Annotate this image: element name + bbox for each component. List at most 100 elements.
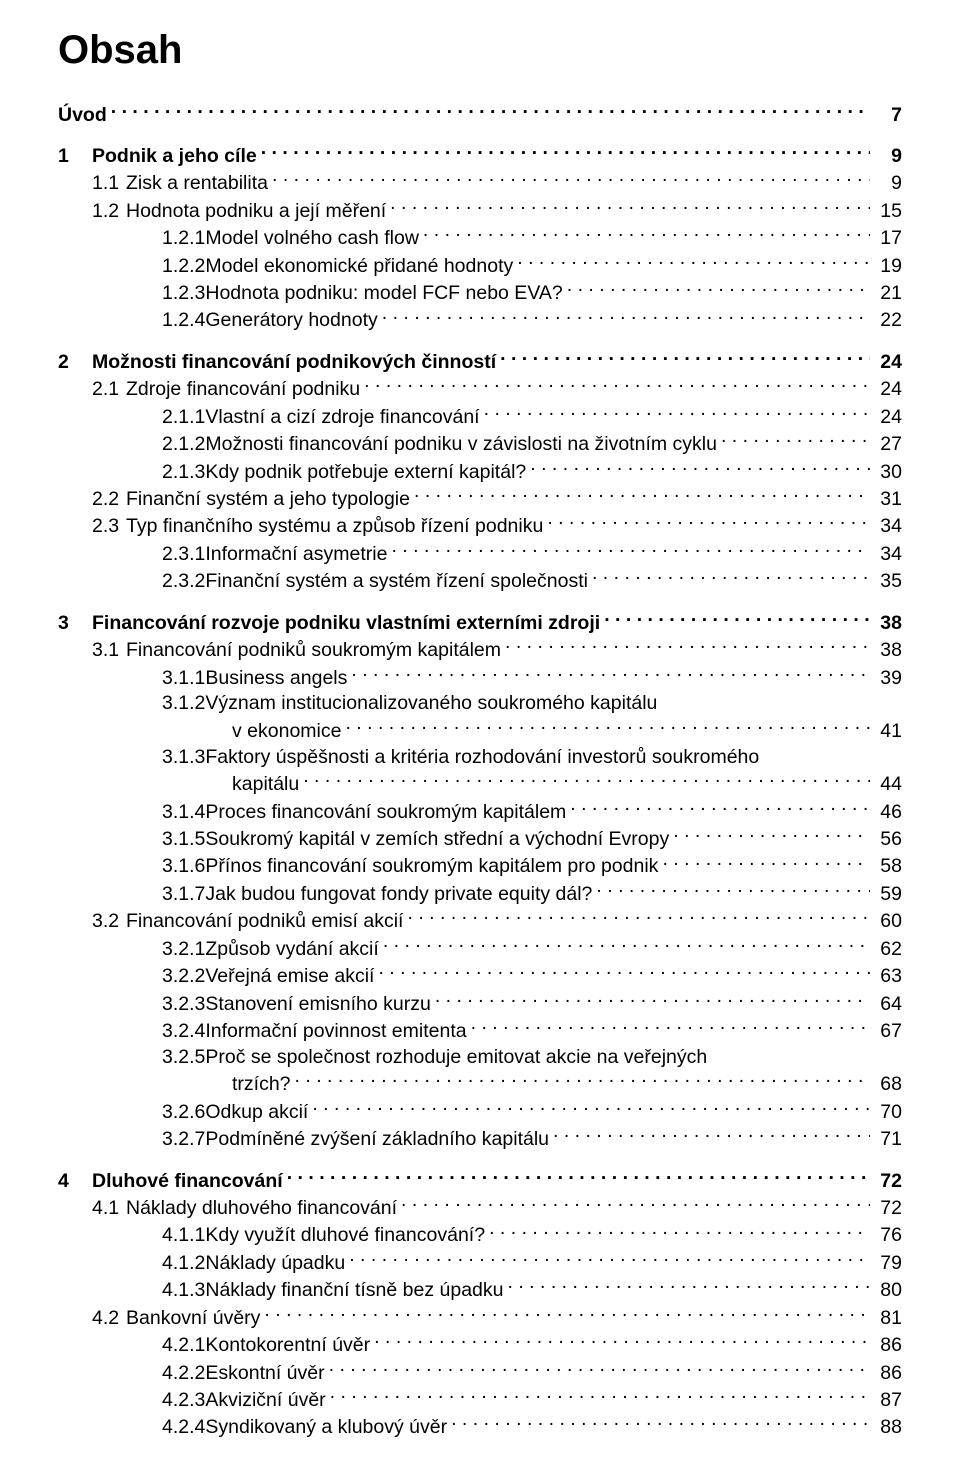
toc-leader-dots (391, 540, 870, 560)
toc-entry-number: 4.1.2 (58, 1251, 205, 1277)
toc-entry-page: 67 (874, 1019, 902, 1045)
toc-entry: 4.1.2Náklady úpadku79 (58, 1249, 902, 1276)
toc-entry-label: Finanční systém a systém řízení společno… (205, 569, 588, 595)
toc-entry-page: 19 (874, 254, 902, 280)
toc-entry-page: 86 (874, 1361, 902, 1387)
toc-entry-number: 3.2.6 (58, 1100, 205, 1126)
toc-entry-label: Vlastní a cizí zdroje financování (205, 405, 479, 431)
toc-entry-page: 41 (874, 719, 902, 745)
toc-entry: 2.3.1Informační asymetrie34 (58, 540, 902, 567)
toc-leader-dots (378, 963, 870, 983)
toc-leader-dots (517, 252, 870, 272)
toc-entry: 3.1.5Soukromý kapitál v zemích střední a… (58, 826, 902, 853)
toc-entry: 3.2.3Stanovení emisního kurzu64 (58, 990, 902, 1017)
toc-entry-label: Model volného cash flow (205, 226, 419, 252)
toc-entry-label: Financování rozvoje podniku vlastními ex… (92, 611, 600, 637)
toc-entry-number: 1 (58, 144, 92, 170)
toc-leader-dots (349, 1249, 870, 1269)
toc-entry: 3.2.6Odkup akcií70 (58, 1098, 902, 1125)
toc-entry-label: Bankovní úvěry (126, 1306, 260, 1332)
toc-leader-dots (272, 170, 870, 190)
toc-entry: 1.1Zisk a rentabilita9 (58, 170, 902, 197)
toc-entry-number: 2.3.2 (58, 569, 205, 595)
toc-entry-page: 27 (874, 432, 902, 458)
toc-entry-number: 1.2 (58, 199, 126, 225)
toc-entry: 3.2.1Způsob vydání akcií62 (58, 935, 902, 962)
toc-entry-label: Podmíněné zvýšení základního kapitálu (205, 1127, 549, 1153)
toc-entry: 1.2.4Generátory hodnoty22 (58, 307, 902, 334)
toc-leader-dots (383, 935, 870, 955)
toc-leader-dots (547, 513, 870, 533)
toc-entry-number: 3.1.5 (58, 827, 205, 853)
toc-entry: 1.2.1Model volného cash flow17 (58, 225, 902, 252)
toc-entry-number: 2.1 (58, 377, 126, 403)
toc-entry: 4.2.2Eskontní úvěr 86 (58, 1359, 902, 1386)
toc-entry-number: 3.1.4 (58, 800, 205, 826)
toc-entry-page: 35 (874, 569, 902, 595)
toc-entry-page: 21 (874, 281, 902, 307)
toc-leader-dots (530, 458, 870, 478)
toc-entry-page: 56 (874, 827, 902, 853)
toc-entry: 4.1.3Náklady finanční tísně bez úpadku80 (58, 1277, 902, 1304)
toc-entry-page: 58 (874, 854, 902, 880)
toc-leader-dots (330, 1386, 870, 1406)
toc-entry: 3.2.4Informační povinnost emitenta67 (58, 1018, 902, 1045)
toc-leader-dots (382, 307, 870, 327)
toc-entry: 3.2Financování podniků emisí akcií60 (58, 908, 902, 935)
toc-entry-page: 72 (874, 1196, 902, 1222)
toc-entry: 4.1.1Kdy využít dluhové financování?76 (58, 1222, 902, 1249)
toc-entry-label: Náklady finanční tísně bez úpadku (205, 1278, 503, 1304)
toc-entry-continuation: kapitálu44 (58, 771, 902, 798)
toc-entry: 2.1.2Možnosti financování podniku v závi… (58, 431, 902, 458)
toc-leader-dots (111, 101, 870, 121)
toc-entry-page: 62 (874, 937, 902, 963)
toc-entry-page: 34 (874, 542, 902, 568)
toc-entry: 2.3.2Finanční systém a systém řízení spo… (58, 568, 902, 595)
toc-entry-label: Eskontní úvěr (205, 1361, 324, 1387)
toc-leader-dots (295, 1071, 870, 1091)
toc-entry-label: Finanční systém a jeho typologie (126, 487, 410, 513)
toc-leader-dots (604, 609, 870, 629)
toc-entry-page: 22 (874, 308, 902, 334)
toc-entry-number: 3.1 (58, 638, 126, 664)
toc-entry-number: 4 (58, 1169, 92, 1195)
toc-entry: 3.2.2Veřejná emise akcií63 (58, 963, 902, 990)
toc-leader-dots (287, 1167, 870, 1187)
toc-entry: 2.1.1Vlastní a cizí zdroje financování24 (58, 403, 902, 430)
toc-entry-number: 2.3.1 (58, 542, 205, 568)
toc-leader-dots (435, 990, 870, 1010)
toc-section-gap (58, 1153, 902, 1167)
toc-section-gap (58, 595, 902, 609)
toc-entry-page: 71 (874, 1127, 902, 1153)
toc-entry: 3.2.5Proč se společnost rozhoduje emitov… (58, 1045, 902, 1071)
toc-entry-page: 81 (874, 1306, 902, 1332)
toc-leader-dots (264, 1304, 870, 1324)
toc-page: Obsah Úvod71Podnik a jeho cíle91.1Zisk a… (0, 0, 960, 1469)
toc-entry-number: 4.2.1 (58, 1333, 205, 1359)
toc-entry-label: Přínos financování soukromým kapitálem p… (205, 854, 658, 880)
toc-section-gap (58, 334, 902, 348)
toc-entry-number: 4.2 (58, 1306, 126, 1332)
toc-leader-dots (261, 142, 870, 162)
toc-entry-page: 38 (874, 611, 902, 637)
toc-entry-number: 4.2.2 (58, 1361, 205, 1387)
toc-leader-dots (505, 637, 870, 657)
toc-entry-page: 60 (874, 909, 902, 935)
toc-entry: 3.1.2Význam institucionalizovaného soukr… (58, 691, 902, 717)
toc-entry: 2Možnosti financování podnikových činnos… (58, 348, 902, 375)
toc-entry-continuation: v ekonomice41 (58, 717, 902, 744)
toc-leader-dots (673, 826, 870, 846)
toc-entry-number: 3.2.5 (58, 1045, 205, 1071)
toc-leader-dots (312, 1098, 870, 1118)
toc-leader-dots (592, 568, 870, 588)
toc-entry-label: Podnik a jeho cíle (92, 144, 257, 170)
toc-entry-number: 3.2.7 (58, 1127, 205, 1153)
toc-entry-page: 72 (874, 1169, 902, 1195)
toc-entry: 1.2Hodnota podniku a její měření15 (58, 197, 902, 224)
toc-entry: 4.2.4Syndikovaný a klubový úvěr88 (58, 1414, 902, 1441)
toc-entry-label: Dluhové financování (92, 1169, 283, 1195)
toc-entry-number: 1.2.3 (58, 281, 205, 307)
toc-entry: 3.1.3Faktory úspěšnosti a kritéria rozho… (58, 745, 902, 771)
toc-entry-label: Proces financování soukromým kapitálem (205, 800, 566, 826)
toc-entry-label: Odkup akcií (205, 1100, 308, 1126)
